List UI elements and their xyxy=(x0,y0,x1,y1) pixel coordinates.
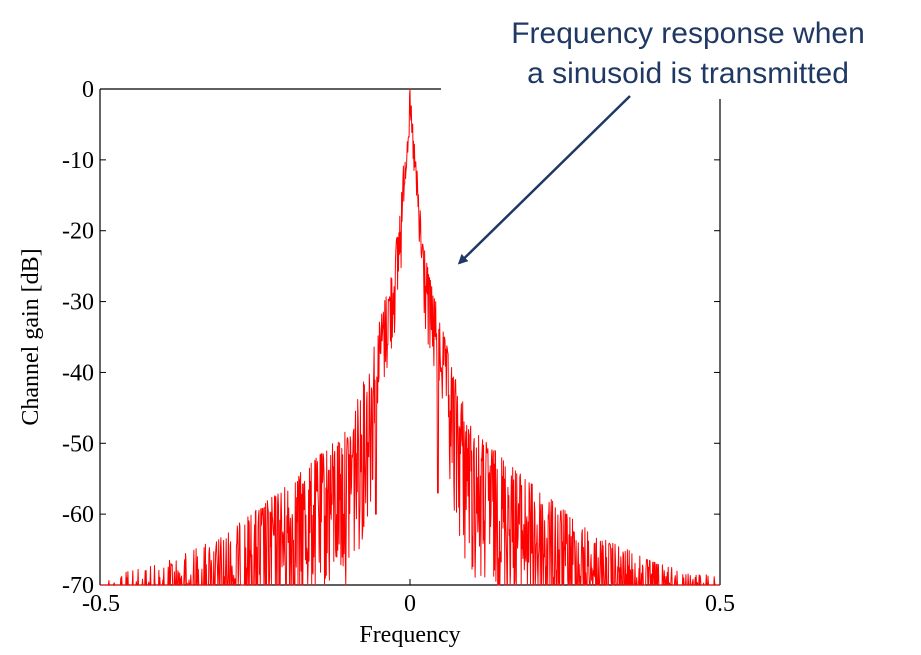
y-tick-label: 0 xyxy=(82,77,94,103)
annotation-arrow xyxy=(457,95,631,265)
annotation: Frequency response when a sinusoid is tr… xyxy=(457,17,865,265)
series-line xyxy=(99,88,721,586)
y-tick-label: -50 xyxy=(62,431,94,457)
annotation-line-1: Frequency response when xyxy=(511,17,865,50)
x-axis-label: Frequency xyxy=(359,622,460,648)
x-tick-label: 0 xyxy=(404,591,416,617)
y-tick-label: -30 xyxy=(62,290,94,316)
y-tick-label: -10 xyxy=(62,148,94,174)
x-tick-label: -0.5 xyxy=(82,591,120,617)
x-tick-label: 0.5 xyxy=(705,591,735,617)
x-ticks: -0.5 0 0.5 xyxy=(82,579,735,617)
series-frequency-response xyxy=(99,88,721,586)
y-tick-label: -40 xyxy=(62,360,94,386)
y-tick-label: -20 xyxy=(62,219,94,245)
y-axis-label: Channel gain [dB] xyxy=(18,248,44,425)
y-ticks: 0 -10 -20 -30 -40 -50 -60 -70 xyxy=(62,77,720,599)
plot-frame xyxy=(99,88,721,586)
y-tick-label: -60 xyxy=(62,502,94,528)
annotation-line-2: a sinusoid is transmitted xyxy=(527,57,849,90)
y-tick-label: -70 xyxy=(62,573,94,599)
